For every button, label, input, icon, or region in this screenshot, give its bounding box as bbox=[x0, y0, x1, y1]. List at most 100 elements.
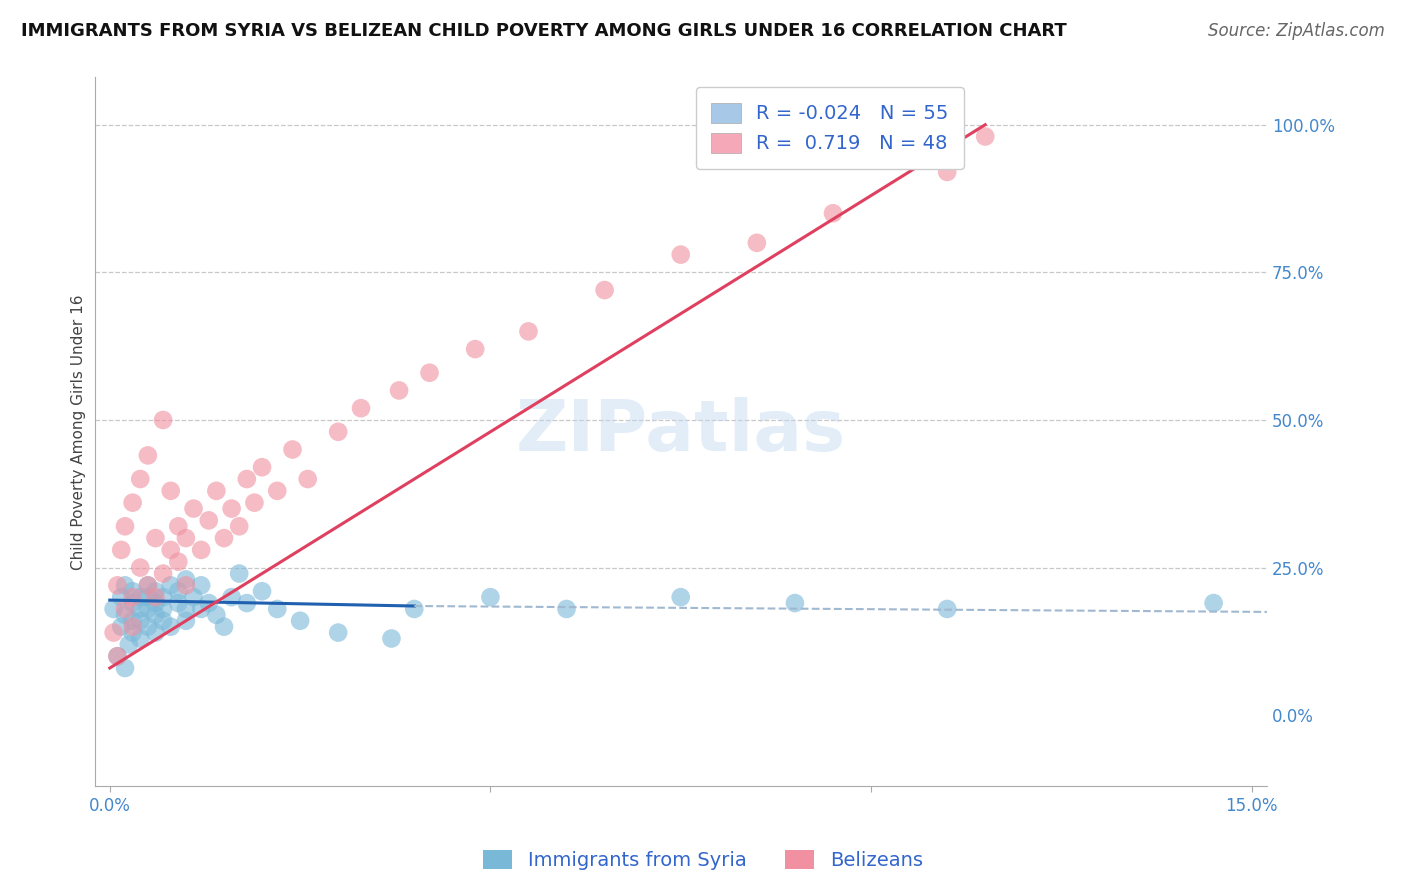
Point bbox=[167, 519, 190, 533]
Point bbox=[152, 602, 174, 616]
Point bbox=[145, 531, 167, 545]
Point bbox=[388, 384, 411, 398]
Point bbox=[159, 578, 181, 592]
Point bbox=[297, 472, 319, 486]
Point bbox=[107, 649, 129, 664]
Point bbox=[197, 596, 219, 610]
Point bbox=[121, 584, 143, 599]
Point bbox=[205, 607, 228, 622]
Point bbox=[183, 501, 205, 516]
Text: Source: ZipAtlas.com: Source: ZipAtlas.com bbox=[1208, 22, 1385, 40]
Point bbox=[114, 661, 136, 675]
Point bbox=[380, 632, 402, 646]
Point bbox=[103, 625, 125, 640]
Point bbox=[129, 632, 152, 646]
Point bbox=[745, 235, 768, 250]
Point bbox=[190, 578, 212, 592]
Point bbox=[555, 602, 578, 616]
Point bbox=[114, 607, 136, 622]
Point bbox=[145, 596, 167, 610]
Point bbox=[136, 590, 159, 604]
Point bbox=[129, 560, 152, 574]
Point bbox=[328, 625, 350, 640]
Point bbox=[121, 620, 143, 634]
Point bbox=[136, 578, 159, 592]
Point bbox=[936, 165, 959, 179]
Point bbox=[152, 590, 174, 604]
Point bbox=[145, 590, 167, 604]
Point bbox=[129, 590, 152, 604]
Point bbox=[174, 614, 197, 628]
Point bbox=[152, 566, 174, 581]
Text: IMMIGRANTS FROM SYRIA VS BELIZEAN CHILD POVERTY AMONG GIRLS UNDER 16 CORRELATION: IMMIGRANTS FROM SYRIA VS BELIZEAN CHILD … bbox=[21, 22, 1067, 40]
Point bbox=[205, 483, 228, 498]
Point bbox=[183, 590, 205, 604]
Point bbox=[129, 602, 152, 616]
Point bbox=[266, 602, 288, 616]
Point bbox=[221, 590, 243, 604]
Point bbox=[145, 625, 167, 640]
Point bbox=[250, 460, 273, 475]
Point bbox=[114, 602, 136, 616]
Point bbox=[174, 531, 197, 545]
Point bbox=[479, 590, 502, 604]
Point bbox=[174, 578, 197, 592]
Point bbox=[159, 483, 181, 498]
Point bbox=[190, 542, 212, 557]
Point bbox=[110, 590, 132, 604]
Point bbox=[228, 566, 250, 581]
Text: ZIPatlas: ZIPatlas bbox=[516, 397, 846, 467]
Point bbox=[110, 542, 132, 557]
Point bbox=[121, 496, 143, 510]
Legend: Immigrants from Syria, Belizeans: Immigrants from Syria, Belizeans bbox=[475, 842, 931, 878]
Point bbox=[517, 325, 540, 339]
Point bbox=[212, 620, 235, 634]
Point bbox=[110, 620, 132, 634]
Point bbox=[669, 247, 692, 261]
Point bbox=[236, 472, 259, 486]
Point bbox=[350, 401, 373, 416]
Point bbox=[174, 573, 197, 587]
Point bbox=[221, 501, 243, 516]
Point bbox=[936, 602, 959, 616]
Point bbox=[167, 555, 190, 569]
Point bbox=[152, 614, 174, 628]
Point bbox=[167, 584, 190, 599]
Point bbox=[129, 614, 152, 628]
Point bbox=[136, 449, 159, 463]
Point bbox=[250, 584, 273, 599]
Point bbox=[118, 637, 141, 651]
Point bbox=[114, 519, 136, 533]
Point bbox=[212, 531, 235, 545]
Point bbox=[103, 602, 125, 616]
Point bbox=[145, 584, 167, 599]
Point bbox=[136, 602, 159, 616]
Point bbox=[593, 283, 616, 297]
Y-axis label: Child Poverty Among Girls Under 16: Child Poverty Among Girls Under 16 bbox=[72, 294, 86, 569]
Point bbox=[1202, 596, 1225, 610]
Point bbox=[783, 596, 806, 610]
Point bbox=[288, 614, 311, 628]
Point bbox=[121, 614, 143, 628]
Point bbox=[243, 496, 266, 510]
Point bbox=[121, 590, 143, 604]
Point bbox=[107, 649, 129, 664]
Point bbox=[121, 625, 143, 640]
Point bbox=[197, 513, 219, 527]
Point bbox=[266, 483, 288, 498]
Point bbox=[136, 620, 159, 634]
Point bbox=[404, 602, 426, 616]
Point bbox=[167, 596, 190, 610]
Point bbox=[159, 542, 181, 557]
Point bbox=[281, 442, 304, 457]
Point bbox=[107, 578, 129, 592]
Point bbox=[974, 129, 997, 144]
Point bbox=[464, 342, 486, 356]
Point bbox=[159, 620, 181, 634]
Point bbox=[174, 602, 197, 616]
Point bbox=[121, 596, 143, 610]
Point bbox=[129, 472, 152, 486]
Point bbox=[152, 413, 174, 427]
Point bbox=[136, 578, 159, 592]
Point bbox=[145, 607, 167, 622]
